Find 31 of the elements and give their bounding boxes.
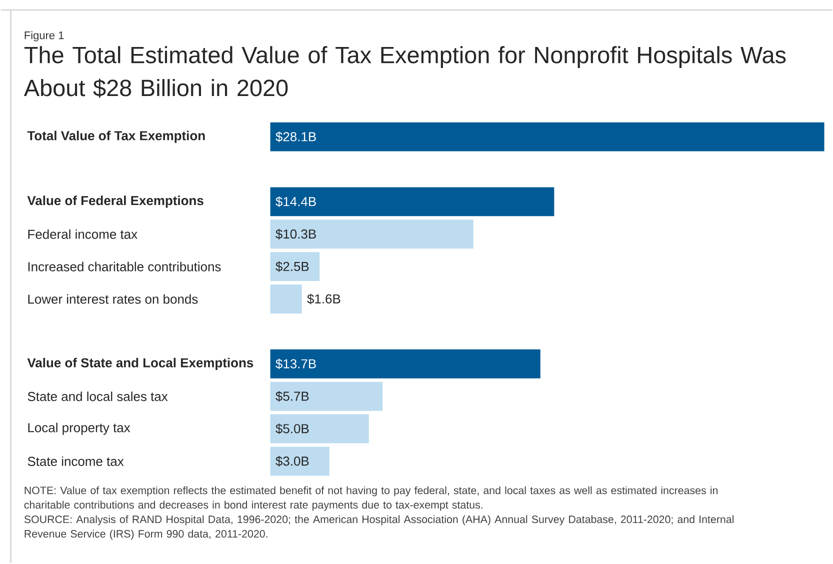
bar (270, 350, 540, 378)
y-tick-label: Increased charitable contributions (28, 262, 221, 272)
bar (270, 187, 554, 216)
y-tick-label: Lower interest rates on bonds (28, 294, 198, 304)
data-label: $3.0B (276, 456, 309, 467)
bar (270, 252, 320, 282)
y-tick-label: Local property tax (28, 422, 130, 435)
y-tick-label: State income tax (28, 456, 124, 466)
data-label: $28.1B (276, 132, 316, 142)
y-tick-label: Value of Federal Exemptions (27, 196, 204, 208)
bar (270, 382, 383, 411)
bar (270, 446, 330, 476)
source-note: SOURCE: Analysis of RAND Hospital Data, 1996-2020; the American Hospital Association (AHA) Annual Survey Database, 2011-2020; and Internal Revenue Service (IRS) Form 990 data, 2011-2020. (24, 515, 734, 540)
y-tick-label: Value of State and Local Exemptions (27, 358, 254, 370)
y-tick-label: Total Value of Tax Exemption (27, 130, 205, 143)
text: NOTE: Value of tax exemption reflects the estimated benefit of not having to pay federal, state, and local taxes as well as estimated increases in charitable contributions and decreases in bond interest rate payments due to tax-exempt status. (24, 486, 718, 511)
bar (270, 122, 824, 152)
chart-title: The Total Estimated Value of Tax Exemption for Nonprofit Hospitals Was About $28 Billion in 2020 (24, 46, 786, 98)
data-label: $2.5B (276, 261, 309, 272)
data-label: $13.7B (276, 358, 316, 370)
y-tick-label: State and local sales tax (28, 392, 168, 402)
data-label: $5.0B (276, 424, 309, 434)
bar (270, 284, 302, 314)
bar (270, 414, 369, 444)
bar (270, 220, 474, 249)
caption: Figure 1 (24, 31, 64, 42)
data-label: $5.7B (276, 391, 309, 402)
data-label: $1.6B (307, 294, 340, 304)
data-label: $14.4B (276, 196, 316, 208)
data-label: $10.3B (276, 229, 316, 240)
y-tick-label: Federal income tax (28, 229, 138, 240)
